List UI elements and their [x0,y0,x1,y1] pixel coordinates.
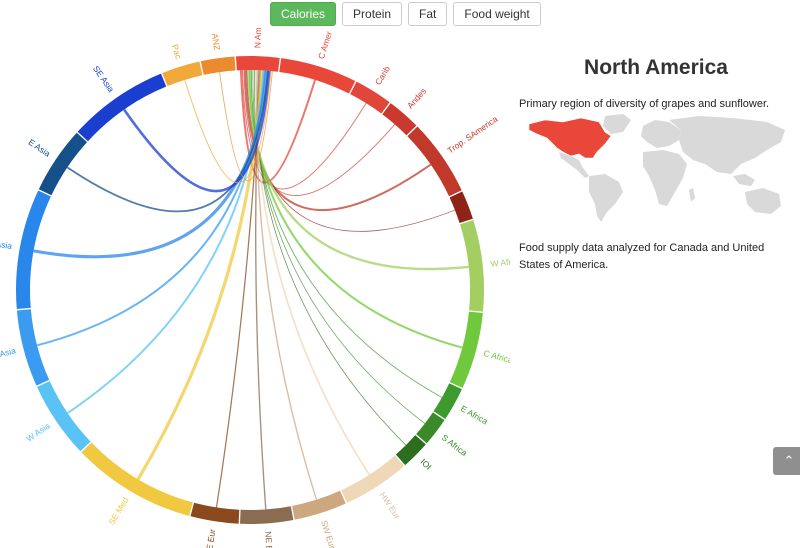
map-south-america [589,174,623,222]
chord-label-7: C Africa [482,348,510,366]
map-north-america[interactable] [528,117,612,159]
chord-arcs [16,56,485,524]
map-se-asia [733,174,755,186]
chord-arc-15[interactable] [81,442,193,516]
chord-arc-21[interactable] [162,61,203,87]
map-europe [641,120,681,148]
map-central-america [559,152,589,178]
chord-ribbons [33,69,469,510]
chord-label-6: W Africa [490,255,510,268]
chevron-up-icon: ⌃ [783,453,795,468]
tab-calories[interactable]: Calories [270,2,337,26]
map-asia [669,116,785,174]
chord-label-18: S Asia [0,237,13,251]
chord-label-17: C Asia [0,345,17,361]
chord-ribbon-3 [243,70,396,196]
map-greenland [603,114,631,134]
chord-arc-9[interactable] [416,412,445,444]
chord-label-12: SW Eur [319,519,337,548]
chord-arc-16[interactable] [36,381,91,452]
map-africa [643,150,687,206]
chord-ribbon-21 [184,70,272,184]
chord-ribbon-22 [219,71,273,182]
chord-ribbon-8 [250,70,443,398]
chord-arc-4[interactable] [407,126,462,197]
chord-label-10: IOI [419,457,434,472]
chord-label-13: NE Eur [263,531,275,548]
chord-diagram: N Amer C Amer Carib Andes Trop. SAmerica W Af… [0,28,510,548]
chord-arc-22[interactable] [200,56,236,75]
chord-ribbon-12 [255,70,318,500]
region-title: North America [584,56,728,79]
chord-arc-18[interactable] [16,190,51,310]
chord-label-16: W Asia [24,420,52,443]
chord-arc-8[interactable] [433,383,462,419]
tab-fat[interactable]: Fat [408,2,448,26]
chord-arc-20[interactable] [77,73,167,142]
chord-ribbon-19 [66,70,269,213]
chord-arc-0[interactable] [235,56,280,72]
chord-label-1: C Amer [316,30,334,60]
chord-arc-6[interactable] [459,220,485,312]
chord-label-0: N Amer [252,28,263,48]
food-supply-description: Food supply data analyzed for Canada and… [519,242,765,271]
chord-arc-12[interactable] [292,490,346,520]
chord-ribbon-4 [244,70,432,212]
region-description: Primary region of diversity of grapes an… [519,98,770,110]
map-australia [745,188,781,214]
chord-arc-11[interactable] [341,455,405,503]
world-map [528,114,785,222]
nutrient-tabs: Calories Protein Fat Food weight [270,2,541,26]
chord-label-4: Trop. SAmerica [446,114,500,156]
chord-ribbon-20 [123,70,271,193]
map-madagascar [689,188,695,202]
scroll-top-button[interactable]: ⌃ [773,447,800,475]
chord-label-20: SE Asia [91,64,116,94]
chord-ribbon-11 [254,70,371,476]
chord-arc-19[interactable] [38,132,88,196]
chord-ribbon-7 [248,69,463,349]
chord-arc-13[interactable] [240,506,294,524]
chord-arc-1[interactable] [279,58,356,94]
chord-label-15: SE Med [107,495,131,526]
chord-ribbon-18 [33,70,268,259]
chord-label-22: ANZ [210,33,222,51]
chord-arc-17[interactable] [16,309,50,386]
chord-arc-2[interactable] [350,81,390,114]
chord-arc-7[interactable] [449,311,483,388]
chord-arc-10[interactable] [395,435,426,466]
chord-ribbon-10 [253,70,407,446]
chord-label-8: E Africa [459,403,490,426]
chord-label-11: HW Eur [378,490,403,521]
tab-food-weight[interactable]: Food weight [453,2,541,26]
chord-label-14: SE Eur [203,528,217,548]
chord-arc-3[interactable] [382,103,417,136]
chord-label-3: Andes [405,86,428,111]
chord-ribbon-2 [241,70,367,190]
tab-protein[interactable]: Protein [342,2,403,26]
chord-label-21: Pac [170,43,184,61]
chord-label-9: S Africa [440,432,470,458]
chord-arc-14[interactable] [190,502,240,524]
chord-arc-5[interactable] [449,191,473,224]
chord-label-2: Carib [373,64,392,87]
chord-label-19: E Asia [27,137,53,159]
chord-ribbon-15 [136,70,264,481]
